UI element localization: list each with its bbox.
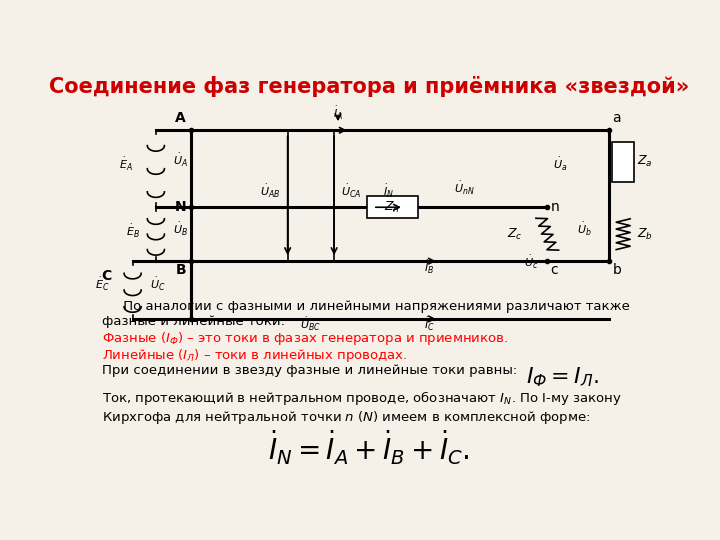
Text: $\dot{E}_C$: $\dot{E}_C$ [96,276,110,293]
Text: B: B [176,264,186,278]
Text: C: C [102,269,112,283]
Text: a: a [612,111,621,125]
Text: N: N [174,200,186,214]
Text: $\dot{U}_b$: $\dot{U}_b$ [577,221,592,238]
Text: $\dot{I}_N=\dot{I}_A+\dot{I}_B+\dot{I}_C.$: $\dot{I}_N=\dot{I}_A+\dot{I}_B+\dot{I}_C… [268,429,470,467]
Text: $\dot{U}_{nN}$: $\dot{U}_{nN}$ [454,180,475,197]
Text: Соединение фаз генератора и приёмника «звездой»: Соединение фаз генератора и приёмника «з… [49,76,689,97]
Text: При соединении в звезду фазные и линейные токи равны:: При соединении в звезду фазные и линейны… [102,364,517,377]
Text: n: n [550,200,559,214]
Text: $\dot{I}_A$: $\dot{I}_A$ [333,105,343,122]
Text: A: A [176,111,186,125]
Text: $\mathit{I_Ф=I_Л.}$: $\mathit{I_Ф=I_Л.}$ [526,365,600,389]
Text: $\dot{U}_{BC}$: $\dot{U}_{BC}$ [300,316,321,334]
Bar [366,197,418,218]
Text: По аналогии с фазными и линейными напряжениями различают также
фазные и линейные: По аналогии с фазными и линейными напряж… [102,300,629,328]
Text: $\dot{I}_C$: $\dot{I}_C$ [424,316,435,334]
Text: $Z_н$: $Z_н$ [384,200,400,215]
Text: c: c [550,264,558,278]
Text: Фазные ($\mathit{I_Ф}$) – это токи в фазах генератора и приемников.: Фазные ($\mathit{I_Ф}$) – это токи в фаз… [102,330,508,347]
Text: $\dot{I}_N$: $\dot{I}_N$ [383,183,394,200]
Text: $Z_b$: $Z_b$ [637,227,653,242]
Bar [612,142,634,182]
Text: $\dot{E}_A$: $\dot{E}_A$ [119,156,132,173]
Text: $\dot{U}_a$: $\dot{U}_a$ [554,156,568,173]
Text: $\dot{U}_C$: $\dot{U}_C$ [150,276,166,293]
Text: Ток, протекающий в нейтральном проводе, обозначают $I_N$. По I-му закону
Кирхгоф: Ток, протекающий в нейтральном проводе, … [102,389,621,427]
Text: $\dot{U}_A$: $\dot{U}_A$ [173,152,188,170]
Text: $\dot{U}_{AB}$: $\dot{U}_{AB}$ [261,183,281,199]
Text: Линейные ($\mathit{I_Л}$) – токи в линейных проводах.: Линейные ($\mathit{I_Л}$) – токи в линей… [102,347,407,365]
Text: $\dot{I}_B$: $\dot{I}_B$ [424,259,435,276]
Text: $\dot{U}_c$: $\dot{U}_c$ [524,254,539,271]
Text: $\dot{U}_{CA}$: $\dot{U}_{CA}$ [341,183,361,199]
Text: $Z_c$: $Z_c$ [507,227,523,242]
Text: $Z_a$: $Z_a$ [637,154,653,170]
Text: b: b [612,264,621,278]
Text: $\dot{U}_B$: $\dot{U}_B$ [173,221,188,238]
Text: $\dot{E}_B$: $\dot{E}_B$ [127,222,140,240]
